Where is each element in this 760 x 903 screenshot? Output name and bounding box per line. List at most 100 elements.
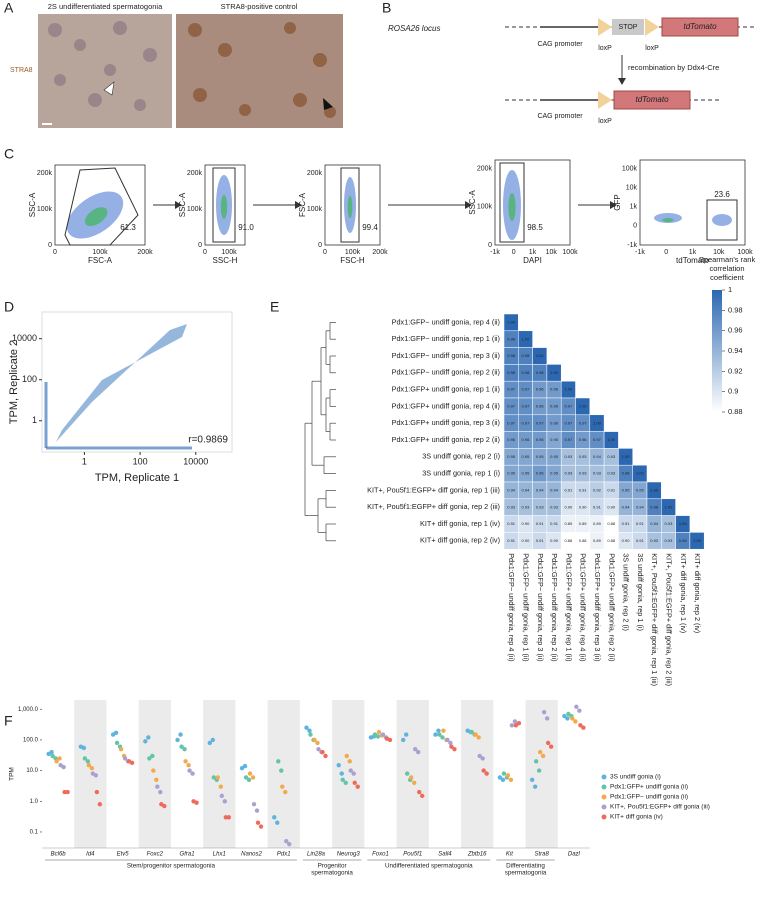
group-label: Progenitor <box>318 863 347 870</box>
dot <box>544 716 550 721</box>
cell-label: 0.93 <box>564 471 573 476</box>
dot <box>574 704 579 710</box>
column-label: Pdx1:GFP− undiff gonia, rep 4 (ii) <box>507 553 516 661</box>
event-cloud <box>712 214 732 226</box>
cell-label: 0.93 <box>522 504 531 509</box>
cell-label: 0.94 <box>550 487 559 492</box>
cell-label: 0.95 <box>550 437 559 442</box>
x-tick-label: Foxo1 <box>372 852 389 858</box>
y-tick-label: 10.0 <box>26 768 38 774</box>
dot <box>154 777 159 783</box>
plot-frame <box>324 164 381 246</box>
dot <box>416 749 421 755</box>
x-tick-label: Kit <box>506 852 513 858</box>
x-tick-label: Lhx1 <box>213 852 226 858</box>
arrowhead <box>323 98 333 110</box>
column-label: Pdx1:GFP+ undiff gonia, rep 4 (ii) <box>579 553 588 661</box>
y-tick-label: 0 <box>48 242 52 249</box>
dot <box>375 734 381 739</box>
band <box>525 700 558 848</box>
cell-label: 1.00 <box>650 487 659 492</box>
dot <box>516 721 522 726</box>
event-core <box>84 207 108 227</box>
arrow <box>610 201 617 209</box>
event-core <box>662 218 674 222</box>
dot <box>537 749 543 755</box>
legend-swatch <box>601 774 607 780</box>
cell-label: 0.93 <box>579 471 588 476</box>
y-axis-label: SSC-A <box>178 192 187 217</box>
y-tick-label: -1k <box>627 242 637 249</box>
dot <box>151 768 156 773</box>
cell-label: 0.93 <box>593 471 602 476</box>
column-label: 3S undiff gonia, rep 2 (i) <box>622 553 631 631</box>
gate <box>64 167 139 246</box>
dot <box>540 753 546 759</box>
dot <box>258 824 264 829</box>
dot <box>343 780 348 786</box>
cell-label: 0.90 <box>579 504 588 509</box>
cell-label: 0.96 <box>536 471 545 476</box>
x-tick-label: 200k <box>137 249 153 256</box>
cell-label: 0.95 <box>550 454 559 459</box>
cell-label: 0.95 <box>536 454 545 459</box>
band <box>74 700 107 848</box>
stop-box <box>612 19 644 35</box>
locus-label: ROSA26 locus <box>388 24 440 33</box>
x-tick-label: 100 <box>133 456 148 466</box>
band <box>203 700 236 848</box>
panel-label: A <box>4 0 14 16</box>
panel-label: C <box>4 146 14 162</box>
dot <box>89 765 95 771</box>
cell-label: 0.90 <box>522 521 531 526</box>
cell-label: 0.91 <box>636 538 645 543</box>
dot <box>473 732 478 737</box>
dot <box>505 773 511 778</box>
band <box>332 700 365 848</box>
plot-frame <box>639 159 746 246</box>
dot <box>581 725 586 730</box>
dot <box>409 775 414 780</box>
y-tick-label: 0.1 <box>30 830 39 836</box>
cell-label: 1.00 <box>665 504 674 509</box>
dot <box>512 719 518 724</box>
group-label: spermatogonia <box>311 870 353 877</box>
recombination-label: recombination by Ddx4-Cre <box>628 63 719 72</box>
cell-label: 0.89 <box>564 521 573 526</box>
annotation: r=0.9869 <box>188 435 228 446</box>
dot <box>413 746 418 752</box>
x-tick-label: Stra8 <box>534 852 549 858</box>
cell-label: 0.96 <box>550 387 559 392</box>
image-title: STRA8-positive control <box>221 2 298 11</box>
dot <box>440 735 445 740</box>
gate-value: 99.4 <box>362 223 378 232</box>
plot-frame <box>494 159 571 246</box>
x-tick-label: Neurog3 <box>337 852 361 858</box>
x-axis-label: FSC-H <box>340 256 365 265</box>
cell-label: 0.94 <box>622 504 631 509</box>
y-tick-label: 10k <box>626 184 638 191</box>
y-tick-label: 100 <box>22 374 37 384</box>
dot <box>320 749 325 755</box>
column-label: KIT+ diff gonia, rep 2 (iv) <box>693 553 702 633</box>
dot <box>469 729 474 735</box>
dot <box>175 737 180 743</box>
x-tick-label: 10k <box>713 249 725 256</box>
reporter-label: tdTomato <box>683 22 717 31</box>
dot <box>545 740 551 746</box>
dot <box>441 728 446 733</box>
dot <box>194 800 199 805</box>
y-tick-label: 100k <box>37 206 53 213</box>
column-label: KIT+, Pou5f1:EGFP+ diff gonia, rep 1 (ii… <box>650 553 659 686</box>
x-tick-label: -1k <box>635 249 645 256</box>
y-tick-label: 100k <box>307 206 323 213</box>
x-tick-label: Dazl <box>568 852 581 858</box>
cell-label: 0.91 <box>536 521 545 526</box>
cell-label: 0.96 <box>579 437 588 442</box>
x-tick-label: Pdx1 <box>277 852 291 858</box>
cell-label: 0.98 <box>622 471 631 476</box>
y-axis-label: TPM, Replicate 2 <box>8 340 20 424</box>
reporter-box <box>661 17 739 37</box>
cell-label: 1.00 <box>579 403 588 408</box>
cell-label: 0.97 <box>522 420 531 425</box>
